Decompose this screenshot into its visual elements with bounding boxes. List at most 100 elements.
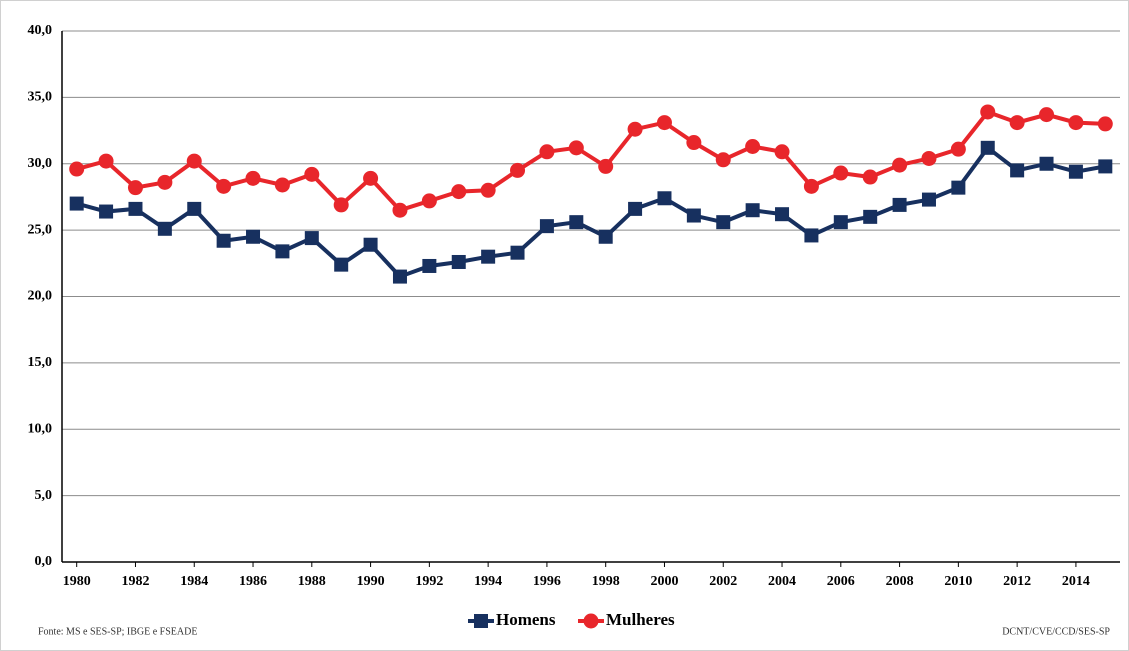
x-tick-label: 1982 bbox=[121, 574, 149, 589]
point bbox=[980, 140, 995, 155]
point bbox=[862, 169, 878, 185]
point bbox=[598, 158, 614, 174]
credit-note: DCNT/CVE/CCD/SES-SP bbox=[1002, 626, 1110, 637]
x-tick-label: 1986 bbox=[239, 574, 267, 589]
point bbox=[598, 229, 613, 244]
point bbox=[422, 258, 437, 273]
point bbox=[274, 177, 290, 193]
point bbox=[392, 202, 408, 218]
point bbox=[715, 152, 731, 168]
x-tick-label: 1994 bbox=[474, 574, 502, 589]
point bbox=[128, 201, 143, 216]
point bbox=[539, 144, 555, 160]
point bbox=[157, 221, 172, 236]
x-tick-label: 2012 bbox=[1003, 574, 1031, 589]
point bbox=[628, 201, 643, 216]
point bbox=[363, 170, 379, 186]
point bbox=[69, 161, 85, 177]
point bbox=[334, 257, 349, 272]
point bbox=[245, 170, 261, 186]
point bbox=[833, 215, 848, 230]
point bbox=[951, 180, 966, 195]
x-tick-label: 1992 bbox=[415, 574, 443, 589]
legend-label: Mulheres bbox=[606, 610, 675, 629]
point bbox=[421, 193, 437, 209]
source-note: Fonte: MS e SES-SP; IBGE e FSEADE bbox=[38, 626, 197, 637]
x-tick-label: 1996 bbox=[533, 574, 561, 589]
y-tick-label: 40,0 bbox=[28, 23, 53, 38]
point bbox=[1009, 115, 1025, 131]
point bbox=[363, 237, 378, 252]
y-tick-label: 10,0 bbox=[28, 421, 53, 436]
point bbox=[98, 153, 114, 169]
y-tick-label: 25,0 bbox=[28, 222, 53, 237]
point bbox=[216, 233, 231, 248]
point bbox=[1039, 107, 1055, 123]
point bbox=[686, 135, 702, 151]
point bbox=[568, 140, 584, 156]
point bbox=[157, 174, 173, 190]
y-tick-label: 35,0 bbox=[28, 90, 53, 105]
y-tick-label: 5,0 bbox=[35, 488, 53, 503]
point bbox=[716, 215, 731, 230]
point bbox=[775, 207, 790, 222]
point bbox=[216, 178, 232, 194]
point bbox=[481, 249, 496, 264]
point bbox=[774, 144, 790, 160]
point bbox=[745, 138, 761, 154]
x-tick-label: 2004 bbox=[768, 574, 796, 589]
x-tick-label: 2010 bbox=[944, 574, 972, 589]
x-tick-label: 1990 bbox=[357, 574, 385, 589]
point bbox=[1068, 115, 1084, 131]
point bbox=[127, 180, 143, 196]
point bbox=[569, 215, 584, 230]
point bbox=[187, 201, 202, 216]
point bbox=[921, 150, 937, 166]
point bbox=[1039, 156, 1054, 171]
point bbox=[275, 244, 290, 259]
point bbox=[921, 192, 936, 207]
point bbox=[745, 203, 760, 218]
point bbox=[539, 219, 554, 234]
point bbox=[803, 178, 819, 194]
x-tick-label: 2014 bbox=[1062, 574, 1090, 589]
point bbox=[863, 209, 878, 224]
legend-marker bbox=[474, 614, 488, 628]
x-tick-label: 2002 bbox=[709, 574, 737, 589]
x-tick-label: 2006 bbox=[827, 574, 855, 589]
point bbox=[950, 141, 966, 157]
point bbox=[833, 165, 849, 181]
point bbox=[980, 104, 996, 120]
point bbox=[304, 166, 320, 182]
x-tick-label: 1984 bbox=[180, 574, 208, 589]
point bbox=[480, 182, 496, 198]
x-tick-label: 1988 bbox=[298, 574, 326, 589]
y-tick-label: 0,0 bbox=[35, 554, 53, 569]
point bbox=[186, 153, 202, 169]
point bbox=[451, 184, 467, 200]
x-tick-label: 2008 bbox=[886, 574, 914, 589]
point bbox=[333, 197, 349, 213]
point bbox=[1097, 116, 1113, 132]
x-tick-label: 1998 bbox=[592, 574, 620, 589]
point bbox=[69, 196, 84, 211]
legend-marker bbox=[583, 613, 599, 629]
point bbox=[892, 157, 908, 173]
point bbox=[392, 269, 407, 284]
point bbox=[657, 191, 672, 206]
point bbox=[1010, 163, 1025, 178]
point bbox=[510, 245, 525, 260]
point bbox=[510, 162, 526, 178]
point bbox=[451, 254, 466, 269]
point bbox=[627, 121, 643, 137]
y-tick-label: 30,0 bbox=[28, 156, 53, 171]
point bbox=[99, 204, 114, 219]
point bbox=[1068, 164, 1083, 179]
legend-label: Homens bbox=[496, 610, 556, 629]
point bbox=[246, 229, 261, 244]
point bbox=[304, 231, 319, 246]
point bbox=[656, 115, 672, 131]
point bbox=[1098, 159, 1113, 174]
